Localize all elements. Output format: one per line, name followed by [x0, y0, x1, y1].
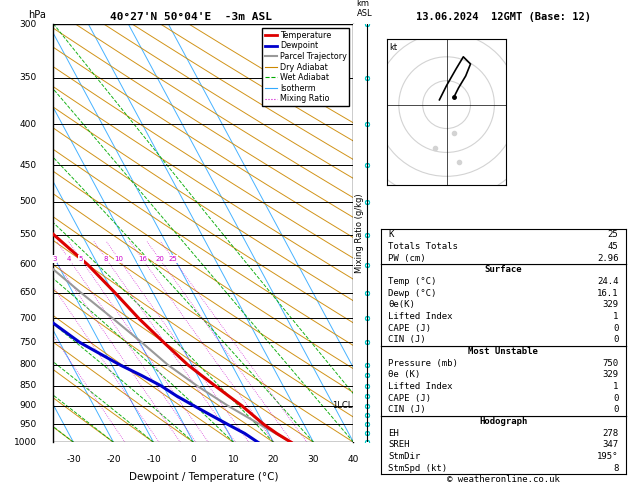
- Text: Totals Totals: Totals Totals: [388, 242, 458, 251]
- Text: 20: 20: [155, 256, 164, 262]
- Text: CAPE (J): CAPE (J): [388, 324, 431, 332]
- Text: 300: 300: [19, 20, 37, 29]
- Text: SREH: SREH: [388, 440, 409, 449]
- Text: 600: 600: [19, 260, 37, 269]
- Text: 500: 500: [19, 197, 37, 206]
- Text: 0: 0: [613, 335, 618, 344]
- Text: Mixing Ratio (g/kg): Mixing Ratio (g/kg): [355, 193, 364, 273]
- Legend: Temperature, Dewpoint, Parcel Trajectory, Dry Adiabat, Wet Adiabat, Isotherm, Mi: Temperature, Dewpoint, Parcel Trajectory…: [262, 28, 350, 106]
- Text: StmSpd (kt): StmSpd (kt): [388, 464, 447, 472]
- Text: 16.1: 16.1: [597, 289, 618, 297]
- Text: 10: 10: [114, 256, 123, 262]
- Text: 0: 0: [613, 405, 618, 414]
- Text: -1: -1: [358, 400, 367, 409]
- Text: 5: 5: [79, 256, 83, 262]
- Text: StmDir: StmDir: [388, 452, 420, 461]
- Text: 4: 4: [67, 256, 71, 262]
- Text: 0: 0: [191, 455, 196, 464]
- Text: Pressure (mb): Pressure (mb): [388, 359, 458, 367]
- Text: -5: -5: [358, 224, 367, 233]
- Text: -10: -10: [146, 455, 161, 464]
- Text: 10: 10: [228, 455, 239, 464]
- Text: Surface: Surface: [484, 265, 522, 274]
- Text: θe (K): θe (K): [388, 370, 420, 379]
- Text: 20: 20: [268, 455, 279, 464]
- Text: 30: 30: [308, 455, 320, 464]
- Text: Hodograph: Hodograph: [479, 417, 527, 426]
- Text: -7: -7: [358, 126, 367, 136]
- Text: 25: 25: [608, 230, 618, 239]
- Text: 0: 0: [613, 394, 618, 402]
- Text: K: K: [388, 230, 393, 239]
- Text: 329: 329: [603, 300, 618, 309]
- Text: 195°: 195°: [597, 452, 618, 461]
- Text: 1: 1: [613, 312, 618, 321]
- Text: 40°27'N 50°04'E  -3m ASL: 40°27'N 50°04'E -3m ASL: [110, 12, 272, 22]
- Text: 1LCL: 1LCL: [332, 401, 352, 410]
- Text: Lifted Index: Lifted Index: [388, 382, 452, 391]
- Text: 0: 0: [613, 324, 618, 332]
- Text: © weatheronline.co.uk: © weatheronline.co.uk: [447, 474, 560, 484]
- Text: 800: 800: [19, 360, 37, 369]
- Text: 350: 350: [19, 73, 37, 82]
- Text: -4: -4: [358, 270, 367, 279]
- Text: km
ASL: km ASL: [357, 0, 372, 18]
- Text: -20: -20: [106, 455, 121, 464]
- Text: 750: 750: [603, 359, 618, 367]
- Text: 450: 450: [20, 160, 37, 170]
- Text: CIN (J): CIN (J): [388, 335, 426, 344]
- Text: 3: 3: [52, 256, 57, 262]
- Text: 278: 278: [603, 429, 618, 437]
- Text: PW (cm): PW (cm): [388, 254, 426, 262]
- Text: -2: -2: [358, 358, 367, 366]
- Text: -3: -3: [358, 314, 367, 324]
- Text: θe(K): θe(K): [388, 300, 415, 309]
- Text: 16: 16: [138, 256, 147, 262]
- Text: EH: EH: [388, 429, 399, 437]
- Text: 650: 650: [19, 288, 37, 297]
- Text: Dewp (°C): Dewp (°C): [388, 289, 437, 297]
- Text: kt: kt: [389, 43, 398, 52]
- Text: 1000: 1000: [14, 438, 37, 447]
- Text: -8: -8: [358, 75, 367, 84]
- Text: Lifted Index: Lifted Index: [388, 312, 452, 321]
- Text: 45: 45: [608, 242, 618, 251]
- Text: 2.96: 2.96: [597, 254, 618, 262]
- Text: Dewpoint / Temperature (°C): Dewpoint / Temperature (°C): [129, 471, 278, 482]
- Text: 1: 1: [613, 382, 618, 391]
- Text: 550: 550: [19, 230, 37, 239]
- Text: 25: 25: [169, 256, 177, 262]
- Text: 329: 329: [603, 370, 618, 379]
- Text: Most Unstable: Most Unstable: [468, 347, 538, 356]
- Text: 8: 8: [613, 464, 618, 472]
- Text: 400: 400: [20, 120, 37, 129]
- Text: 24.4: 24.4: [597, 277, 618, 286]
- Text: CIN (J): CIN (J): [388, 405, 426, 414]
- Text: 850: 850: [19, 382, 37, 390]
- Text: 40: 40: [348, 455, 359, 464]
- Text: -30: -30: [66, 455, 81, 464]
- Text: 8: 8: [104, 256, 108, 262]
- Text: 347: 347: [603, 440, 618, 449]
- Text: 900: 900: [19, 401, 37, 410]
- Text: -6: -6: [358, 175, 367, 185]
- Text: 950: 950: [19, 420, 37, 429]
- Text: 13.06.2024  12GMT (Base: 12): 13.06.2024 12GMT (Base: 12): [416, 12, 591, 22]
- Text: 750: 750: [19, 338, 37, 347]
- Text: CAPE (J): CAPE (J): [388, 394, 431, 402]
- Text: hPa: hPa: [28, 10, 46, 20]
- Text: 700: 700: [19, 314, 37, 323]
- Text: Temp (°C): Temp (°C): [388, 277, 437, 286]
